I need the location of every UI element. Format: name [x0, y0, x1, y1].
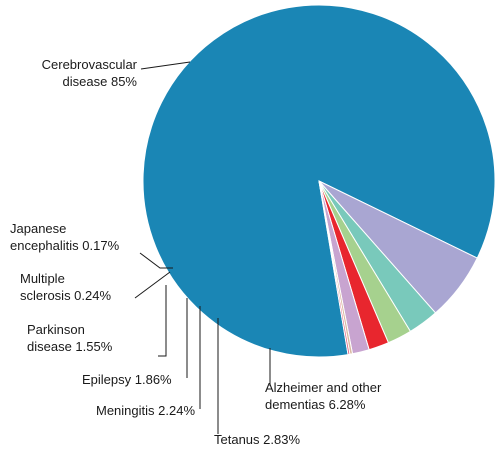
leader-line-japanese [139, 252, 173, 269]
slice-label-parkinson-line2: disease 1.55% [27, 339, 113, 354]
slice-labels: Cerebrovascular disease 85% Alzheimer and … [10, 57, 382, 447]
slice-label-epilepsy-1-86: Epilepsy 1.86% [82, 372, 172, 387]
leader-line-cerebrovascular [140, 61, 191, 70]
slice-label-multiple: Multiple [20, 271, 65, 286]
slice-label-parkinson: Parkinson [27, 322, 85, 337]
slice-label-japanese: Japanese [10, 221, 66, 236]
slice-label-alzheimer-and-other: Alzheimer and other [265, 380, 382, 395]
leader-line-parkinson [158, 285, 167, 357]
slice-label-tetanus-2-83: Tetanus 2.83% [214, 432, 300, 447]
slice-label-japanese-line2: encephalitis 0.17% [10, 238, 120, 253]
pie-slice-japanese [318, 180, 351, 356]
slice-label-cerebrovascular: Cerebrovascular [42, 57, 138, 72]
slice-label-alzheimer-and-other-line2: dementias 6.28% [265, 397, 366, 412]
slice-label-multiple-line2: sclerosis 0.24% [20, 288, 111, 303]
slice-label-cerebrovascular-line2: disease 85% [63, 74, 138, 89]
slice-label-meningitis-2-24: Meningitis 2.24% [96, 403, 195, 418]
pie-slices [142, 4, 496, 358]
leader-line-multiple [134, 271, 171, 299]
leader-lines [134, 61, 271, 434]
